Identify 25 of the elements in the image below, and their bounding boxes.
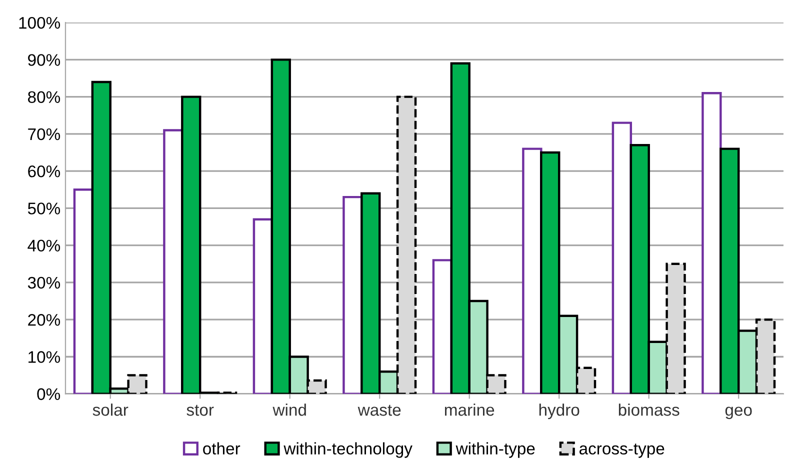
- bar: [612, 122, 632, 394]
- legend-label: within-technology: [284, 442, 412, 458]
- x-tick-label: marine: [444, 404, 494, 416]
- legend-label: across-type: [579, 444, 664, 458]
- y-tick-label: 80%: [28, 91, 60, 104]
- x-tick-label: geo: [725, 406, 752, 420]
- y-tick-label: 70%: [28, 128, 60, 140]
- y-tick-label: 100%: [19, 16, 60, 29]
- y-tick-label: 40%: [28, 240, 60, 252]
- x-tick-label: waste: [358, 404, 401, 416]
- x-tick-label: stor: [186, 404, 214, 416]
- bar: [702, 92, 722, 394]
- y-tick-label: 30%: [28, 276, 60, 289]
- y-tick-label: 0%: [37, 388, 60, 400]
- y-tick-label: 20%: [28, 314, 60, 326]
- y-tick-label: 50%: [28, 202, 60, 214]
- x-tick-label: biomass: [618, 404, 680, 416]
- y-tick-label: 90%: [28, 54, 60, 66]
- y-tick-label: 10%: [28, 351, 60, 363]
- x-tick-label: wind: [272, 404, 306, 416]
- x-tick-label: hydro: [539, 404, 580, 420]
- y-tick-label: 60%: [28, 165, 60, 178]
- x-tick-label: solar: [92, 404, 128, 416]
- legend-label: other: [203, 442, 240, 455]
- legend-label: within-type: [456, 442, 535, 458]
